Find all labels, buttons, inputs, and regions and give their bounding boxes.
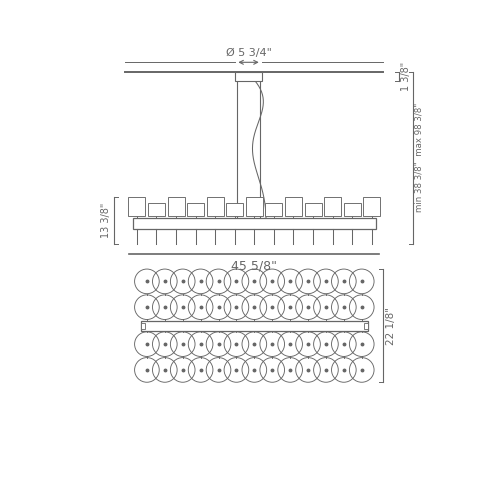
Bar <box>141 322 144 328</box>
Text: Ø 5 3/4": Ø 5 3/4" <box>226 48 272 58</box>
Text: 45 5/8": 45 5/8" <box>232 260 278 273</box>
Text: 13 3/8": 13 3/8" <box>102 203 112 238</box>
Bar <box>128 197 146 216</box>
Bar <box>236 72 262 81</box>
Bar <box>187 203 204 215</box>
Bar <box>324 197 341 216</box>
Bar <box>206 197 224 216</box>
Bar <box>148 203 165 215</box>
Bar <box>246 197 263 216</box>
Bar <box>168 197 184 216</box>
Bar <box>226 203 243 215</box>
Bar <box>141 320 368 330</box>
Text: 1 3/8": 1 3/8" <box>401 62 411 91</box>
Text: min 38 3/8"  max 98 3/8": min 38 3/8" max 98 3/8" <box>415 103 424 212</box>
Bar <box>344 203 360 215</box>
Bar <box>133 218 376 228</box>
Text: 22 1/8": 22 1/8" <box>386 306 396 344</box>
Bar <box>285 197 302 216</box>
Bar <box>304 203 322 215</box>
Bar <box>364 197 380 216</box>
Bar <box>266 203 282 215</box>
Bar <box>364 322 368 328</box>
